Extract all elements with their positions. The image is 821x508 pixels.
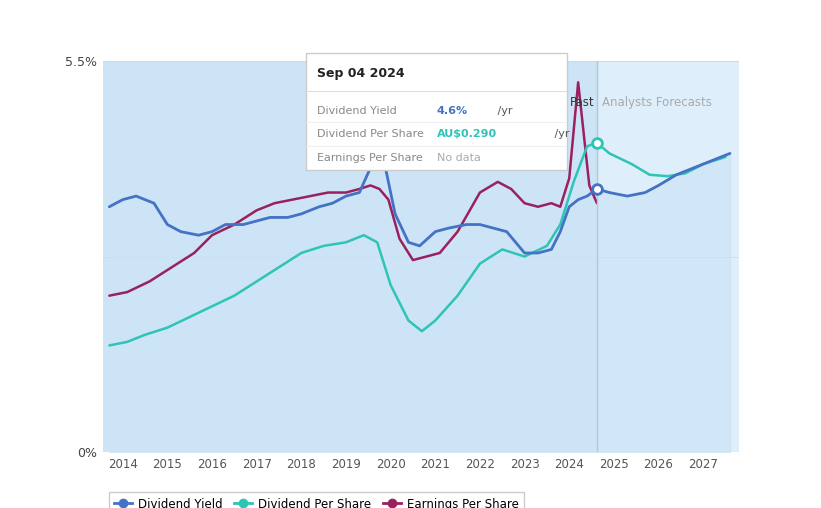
Text: No data: No data [437,153,480,163]
Bar [597,61,739,452]
Text: 4.6%: 4.6% [437,106,468,116]
Text: Analysts Forecasts: Analysts Forecasts [603,96,712,109]
Legend: Dividend Yield, Dividend Per Share, Earnings Per Share: Dividend Yield, Dividend Per Share, Earn… [108,492,525,508]
Text: Dividend Per Share: Dividend Per Share [317,130,424,139]
Text: Past: Past [570,96,594,109]
Text: /yr: /yr [552,130,570,139]
FancyBboxPatch shape [306,53,567,171]
Text: Earnings Per Share: Earnings Per Share [317,153,423,163]
Text: /yr: /yr [494,106,512,116]
Text: AU$0.290: AU$0.290 [437,130,497,139]
Text: Sep 04 2024: Sep 04 2024 [317,67,404,80]
Bar [103,61,597,452]
Text: Dividend Yield: Dividend Yield [317,106,397,116]
